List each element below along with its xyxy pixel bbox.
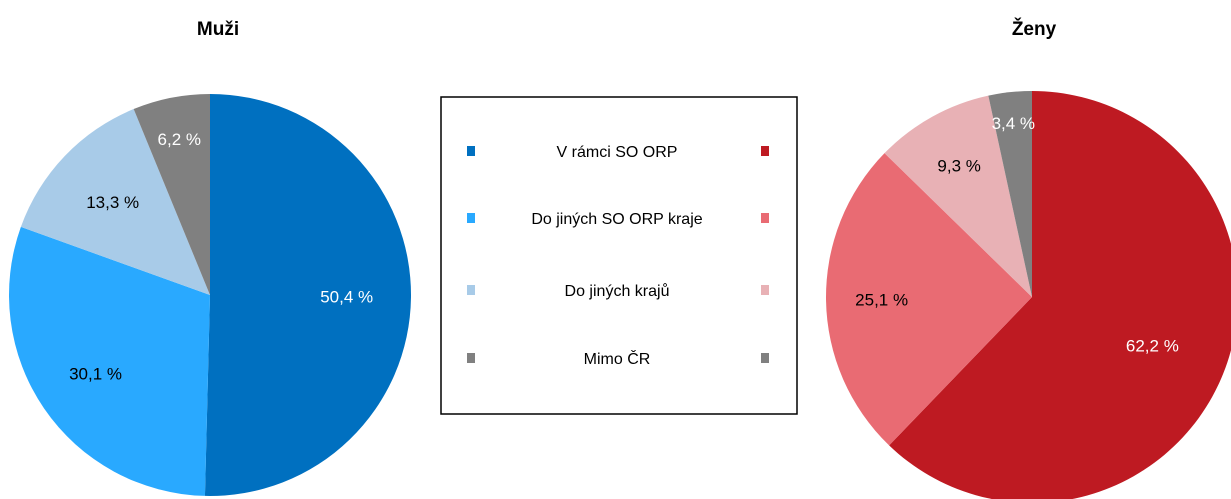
pie-slice-do-jinych-kraju [884,95,1032,297]
pie-label-do-jinych-so-orp-kraje: 25,1 % [855,290,908,309]
legend-swatch-women-do-jinych-kraju [761,285,769,295]
pie-slices-men [9,94,412,497]
legend-label-v-ramci-so-orp: V rámci SO ORP [557,144,678,161]
pie-slices-women [825,91,1231,499]
legend-swatch-men-do-jinych-so-orp-kraje [467,213,475,223]
legend-label-mimo-cr: Mimo ČR [584,349,651,368]
pie-chart-women: Ženy 62,2 % 25,1 % 9,3 % 3,4 % [825,18,1231,499]
legend-swatch-women-do-jinych-so-orp-kraje [761,213,769,223]
pie-label-do-jinych-kraju: 9,3 % [937,156,980,175]
legend-rows: V rámci SO ORP Do jiných SO ORP kraje Do j… [467,144,769,368]
legend-swatch-men-mimo-cr [467,353,475,363]
pie-label-v-ramci-so-orp: 50,4 % [320,288,373,307]
pie-labels-men: 50,4 % 30,1 % 13,3 % 6,2 % [69,130,373,383]
pie-label-mimo-cr: 3,4 % [992,114,1035,133]
pie-slice-mimo-cr [133,94,210,295]
pie-labels-women: 62,2 % 25,1 % 9,3 % 3,4 % [855,114,1179,356]
pie-slice-do-jinych-so-orp-kraje [825,153,1032,446]
legend-swatch-women-v-ramci-so-orp [761,146,769,156]
legend-box [440,96,798,415]
pie-label-v-ramci-so-orp: 62,2 % [1126,337,1179,356]
pie-label-do-jinych-kraju: 13,3 % [86,193,139,212]
legend-label-do-jinych-so-orp-kraje: Do jiných SO ORP kraje [531,211,702,228]
legend-label-do-jinych-kraju: Do jiných krajů [565,282,670,300]
legend-swatch-women-mimo-cr [761,353,769,363]
pie-slice-do-jinych-so-orp-kraje [9,226,211,496]
legend-swatch-men-v-ramci-so-orp [467,146,475,156]
pie-slice-mimo-cr [988,91,1032,297]
pie-label-mimo-cr: 6,2 % [158,130,201,149]
pie-slice-v-ramci-so-orp [889,91,1231,499]
pie-slice-do-jinych-kraju [20,109,210,295]
chart-title-men: Muži [197,19,239,40]
pie-slice-v-ramci-so-orp [204,94,412,497]
legend: V rámci SO ORP Do jiných SO ORP kraje Do j… [440,96,798,415]
chart-title-women: Ženy [1012,18,1057,40]
pie-label-do-jinych-so-orp-kraje: 30,1 % [69,364,122,383]
legend-swatch-men-do-jinych-kraju [467,285,475,295]
pie-chart-men: Muži 50,4 % 30,1 % 13,3 % 6,2 % [9,19,412,497]
